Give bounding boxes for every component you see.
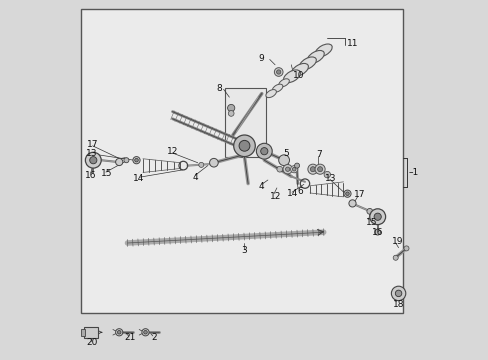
Text: 8: 8 xyxy=(216,84,222,93)
Text: 6: 6 xyxy=(297,187,303,196)
Text: 12: 12 xyxy=(270,192,281,201)
Circle shape xyxy=(117,330,121,334)
Circle shape xyxy=(115,329,122,336)
Circle shape xyxy=(123,158,129,163)
Text: 7: 7 xyxy=(315,150,321,159)
Circle shape xyxy=(228,111,234,116)
Circle shape xyxy=(392,255,397,260)
Circle shape xyxy=(394,290,401,297)
Circle shape xyxy=(348,200,355,207)
Text: 16: 16 xyxy=(85,171,97,180)
Text: 14: 14 xyxy=(286,189,298,198)
Circle shape xyxy=(209,158,218,167)
Text: 2: 2 xyxy=(151,333,156,342)
Circle shape xyxy=(345,192,348,195)
Text: 15: 15 xyxy=(101,169,112,178)
Text: 4: 4 xyxy=(258,182,264,191)
Circle shape xyxy=(343,190,350,197)
Circle shape xyxy=(260,148,267,155)
Bar xyxy=(81,9,402,313)
Text: 13: 13 xyxy=(86,149,98,158)
Circle shape xyxy=(256,143,272,159)
Text: 21: 21 xyxy=(124,333,136,342)
Circle shape xyxy=(390,286,405,301)
Text: 20: 20 xyxy=(87,338,98,347)
Text: 18: 18 xyxy=(392,300,404,309)
Ellipse shape xyxy=(265,90,276,98)
Text: –1: –1 xyxy=(408,168,418,177)
Text: 14: 14 xyxy=(133,175,144,184)
Text: 17: 17 xyxy=(87,140,99,149)
Circle shape xyxy=(143,330,147,334)
Ellipse shape xyxy=(291,63,308,76)
Text: 4: 4 xyxy=(192,173,198,182)
Circle shape xyxy=(292,167,295,171)
Text: 5: 5 xyxy=(283,149,288,158)
Circle shape xyxy=(133,157,140,164)
Circle shape xyxy=(317,167,322,172)
Circle shape xyxy=(314,164,325,174)
Text: 16: 16 xyxy=(371,228,383,237)
Text: 10: 10 xyxy=(292,71,304,80)
Circle shape xyxy=(366,208,372,214)
Circle shape xyxy=(274,68,283,76)
Circle shape xyxy=(276,70,280,74)
Text: 13: 13 xyxy=(325,174,336,183)
Circle shape xyxy=(278,155,289,166)
Bar xyxy=(224,88,265,157)
Text: 15: 15 xyxy=(365,218,376,227)
Circle shape xyxy=(403,246,408,251)
Circle shape xyxy=(307,164,317,174)
Circle shape xyxy=(199,162,203,167)
Circle shape xyxy=(276,166,282,172)
Circle shape xyxy=(285,167,289,171)
Bar xyxy=(84,327,98,338)
Text: 17: 17 xyxy=(354,190,365,199)
Ellipse shape xyxy=(299,57,316,70)
Circle shape xyxy=(294,163,299,168)
Bar xyxy=(81,329,85,336)
Circle shape xyxy=(89,157,97,164)
Ellipse shape xyxy=(278,79,289,87)
Circle shape xyxy=(290,166,297,173)
Text: 11: 11 xyxy=(346,39,358,48)
Ellipse shape xyxy=(315,44,331,57)
Circle shape xyxy=(374,229,380,235)
Text: 3: 3 xyxy=(241,247,246,256)
Circle shape xyxy=(239,140,249,151)
Ellipse shape xyxy=(283,70,300,83)
Circle shape xyxy=(373,213,381,220)
Text: 12: 12 xyxy=(167,147,178,156)
Circle shape xyxy=(85,152,101,168)
Circle shape xyxy=(369,209,385,225)
Circle shape xyxy=(233,135,255,157)
Text: 19: 19 xyxy=(391,237,403,246)
Circle shape xyxy=(134,158,138,162)
Text: 9: 9 xyxy=(258,54,264,63)
Circle shape xyxy=(227,104,234,112)
Circle shape xyxy=(324,171,330,178)
Circle shape xyxy=(115,158,122,166)
Circle shape xyxy=(283,165,292,174)
Ellipse shape xyxy=(306,50,324,63)
Circle shape xyxy=(310,167,315,172)
Circle shape xyxy=(142,329,149,336)
Ellipse shape xyxy=(272,84,282,92)
